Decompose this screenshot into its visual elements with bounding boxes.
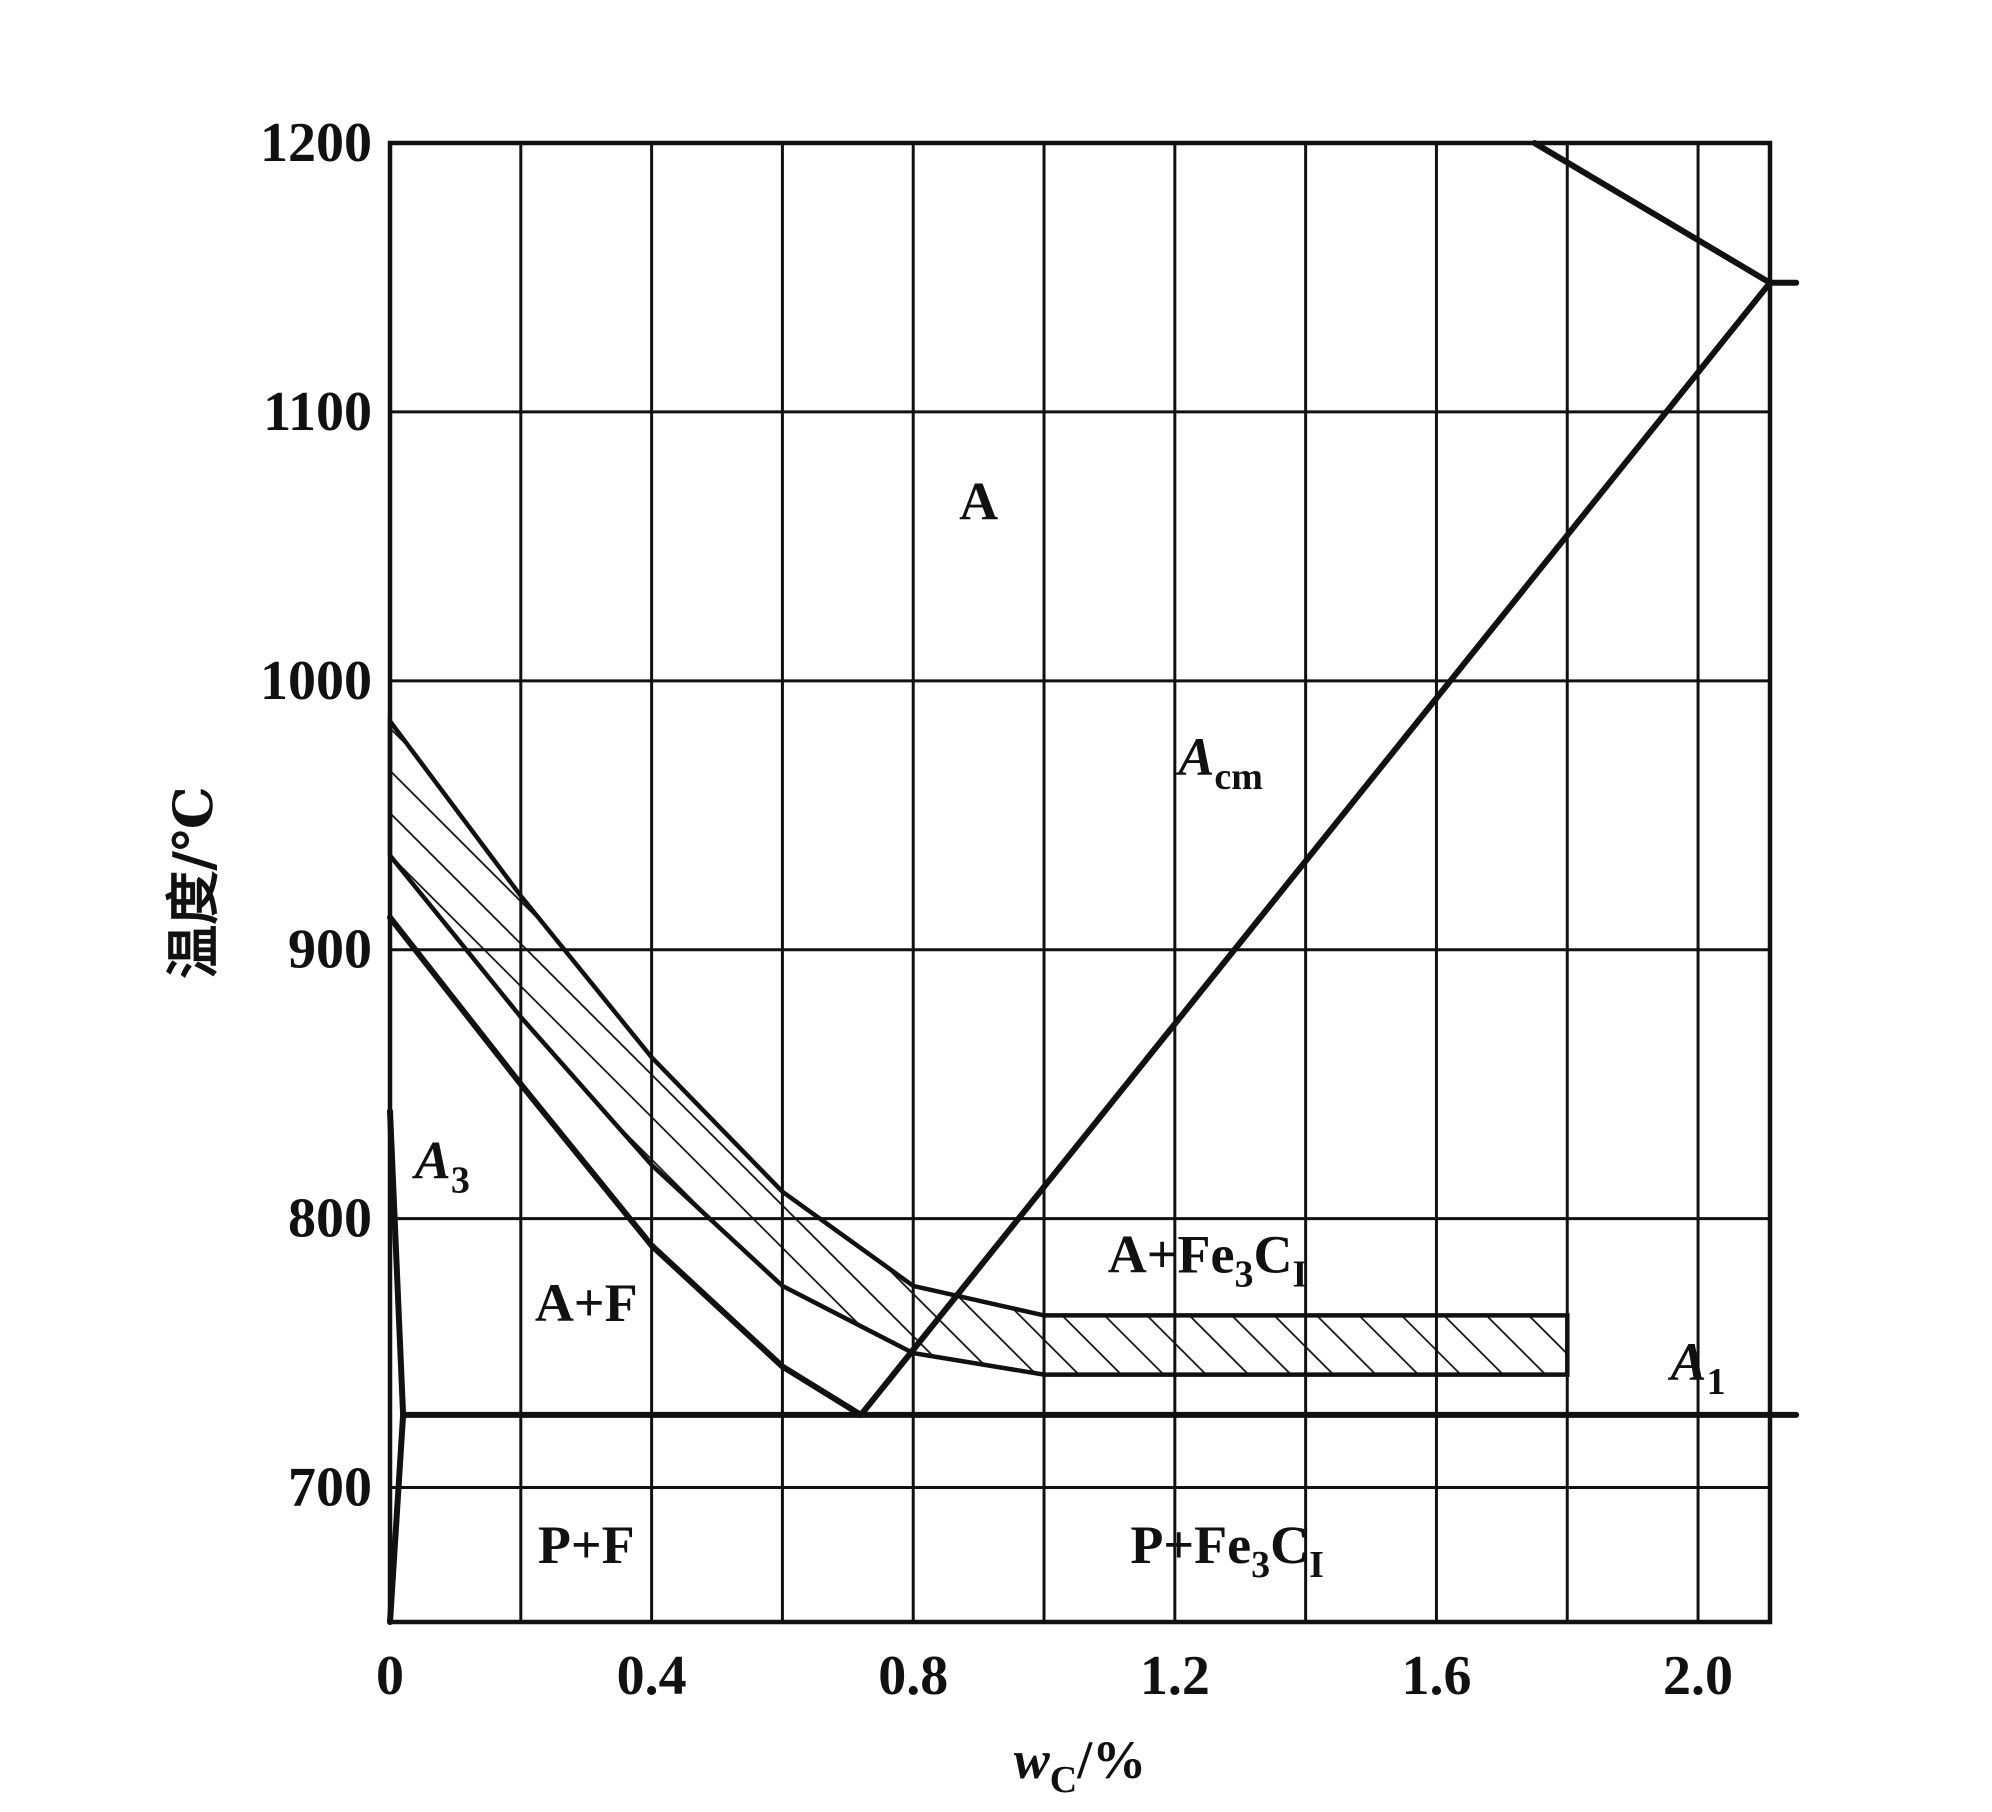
region-label-5: A1	[1668, 1332, 1726, 1403]
x-tick-label: 0.4	[617, 1645, 687, 1707]
x-tick-label: 1.2	[1140, 1645, 1210, 1707]
y-tick-label: 1000	[260, 650, 372, 712]
plot-frame	[387, 140, 1773, 1625]
series-solvus	[387, 1108, 407, 1625]
region-labels: A Acm A3 A+F A+Fe3CI A1 P+F P+Fe3CI	[412, 471, 1726, 1585]
region-label-2: A3	[412, 1130, 470, 1201]
y-tick-label: 1200	[260, 112, 372, 174]
x-tick-label: 0.8	[878, 1645, 948, 1707]
series-A3	[387, 914, 864, 1418]
y-tick-label: 900	[288, 919, 372, 981]
y-tick-label: 800	[288, 1188, 372, 1250]
region-label-6: P+F	[538, 1515, 635, 1575]
region-label-3: A+F	[535, 1273, 638, 1333]
axis-titles: wC/% 温度/℃	[161, 786, 1146, 1801]
hatched-band	[387, 714, 1570, 1377]
gridlines	[388, 141, 1770, 1622]
x-tick-label: 2.0	[1663, 1645, 1733, 1707]
region-label-4: A+Fe3CI	[1108, 1224, 1308, 1295]
phase-lines	[387, 140, 1800, 1625]
region-label-7: P+Fe3CI	[1130, 1515, 1324, 1586]
y-tick-label: 700	[288, 1457, 372, 1519]
region-label-1: Acm	[1175, 727, 1263, 798]
tick-labels: 0 0.4 0.8 1.2 1.6 2.0 700 800 900 1000 1100 1200	[260, 112, 1733, 1707]
region-label-0: A	[959, 471, 998, 531]
x-axis-title: wC/%	[1014, 1730, 1147, 1801]
hatched-band-area	[387, 714, 1570, 1377]
x-tick-label: 1.6	[1401, 1645, 1471, 1707]
y-axis-title: 温度/℃	[161, 786, 225, 978]
x-tick-label: 0	[376, 1645, 404, 1707]
y-tick-label: 1100	[263, 381, 372, 443]
series-Acm	[857, 279, 1773, 1418]
series-E-line	[1531, 140, 1800, 286]
